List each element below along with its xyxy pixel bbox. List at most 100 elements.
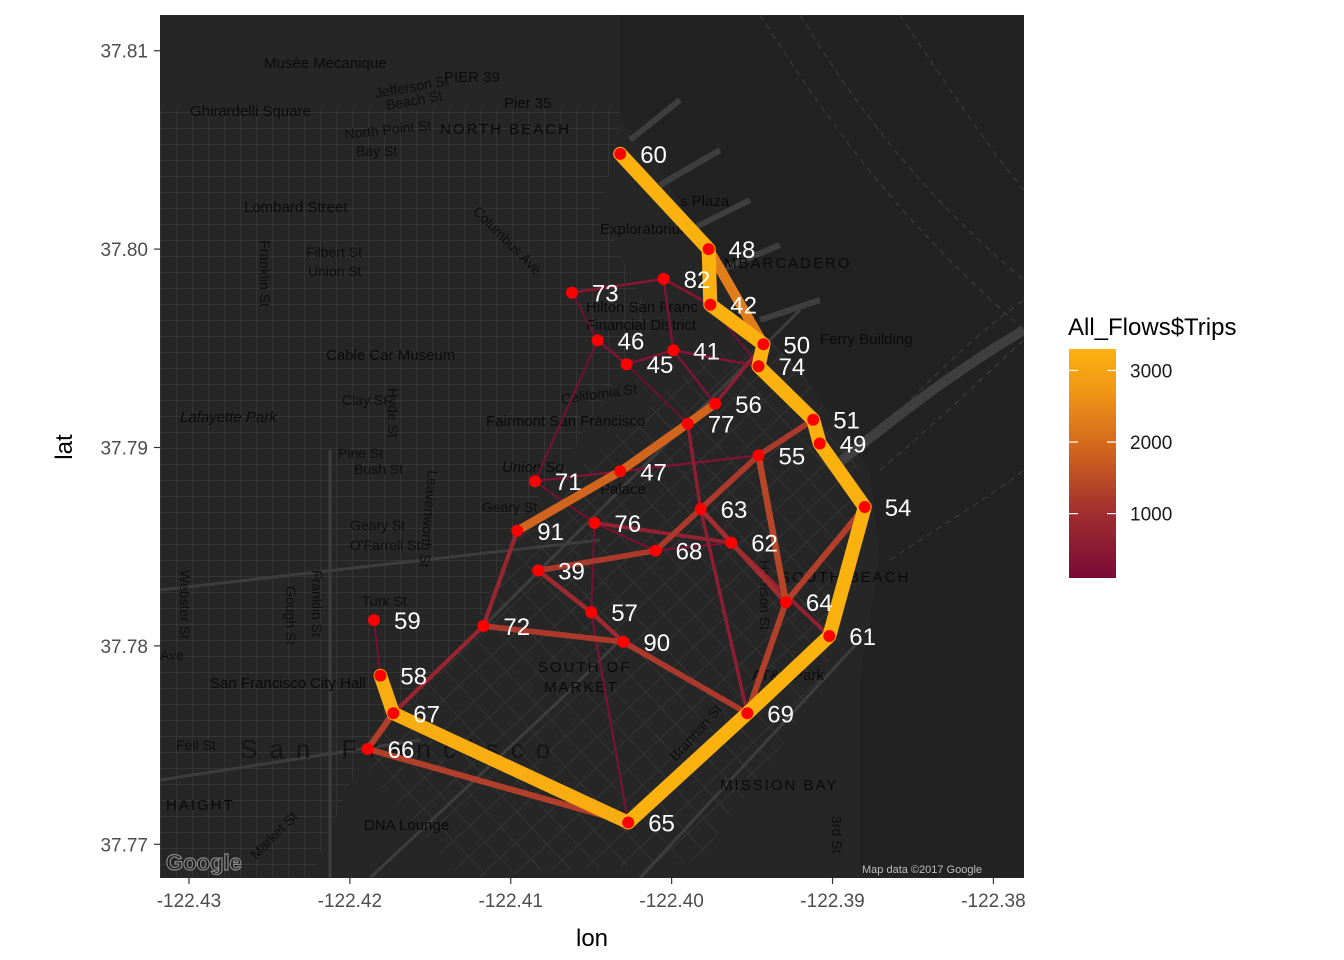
street-label: Lombard Street: [244, 199, 348, 216]
street-label: Pine St: [338, 445, 383, 461]
street-label: Geary St: [350, 517, 405, 533]
flow-line: [590, 611, 630, 824]
station-point: [591, 334, 604, 347]
map-attribution: Map data ©2017 Google: [862, 864, 982, 876]
station-point: [823, 630, 836, 642]
poi-label: s Plaza: [680, 193, 730, 210]
station-point: [622, 816, 635, 829]
station-label: 82: [684, 267, 711, 294]
station-label: 66: [388, 737, 415, 764]
station-point: [614, 465, 627, 478]
poi-label: Pier 35: [504, 95, 552, 112]
station-point: [752, 360, 765, 373]
station-label: 47: [640, 459, 667, 486]
bay-water: [620, 15, 1024, 878]
street-label: Franklin St: [257, 240, 273, 307]
station-point: [374, 669, 387, 682]
station-label: 64: [806, 590, 833, 617]
district-label: HAIGHT: [166, 797, 235, 814]
x-axis: -122.43 -122.42 -122.41 -122.40 -122.39 -122.…: [157, 878, 1026, 912]
station-point: [617, 635, 630, 648]
station-point: [361, 743, 374, 755]
station-point: [667, 344, 680, 357]
street-label: Geary St: [482, 499, 537, 515]
bay-bridge: [826, 325, 1024, 474]
station-point: [614, 147, 627, 160]
poi-label: Cable Car Museum: [326, 347, 455, 364]
station-label: 90: [643, 630, 670, 657]
legend-tick-label: 1000: [1130, 505, 1172, 526]
station-label: 48: [729, 237, 756, 264]
y-tick-label: 37.79: [100, 438, 148, 459]
station-label: 74: [779, 354, 806, 381]
street-label: Bay St: [356, 143, 397, 159]
station-label: 91: [537, 519, 564, 546]
x-axis-title: lon: [576, 925, 608, 952]
poi-label: San Francisco City Hall: [210, 675, 366, 692]
poi-label: Exploratorium: [600, 221, 693, 238]
legend: All_Flows$Trips 3000 2000 1000: [1068, 314, 1236, 578]
station-label: 76: [614, 511, 641, 538]
x-tick-label: -122.39: [800, 891, 864, 912]
x-tick-label: -122.41: [479, 891, 543, 912]
station-point: [752, 449, 765, 462]
y-tick-label: 37.80: [100, 240, 148, 261]
x-tick-label: -122.38: [961, 891, 1025, 912]
poi-label: Ghirardelli Square: [190, 103, 311, 120]
y-tick-label: 37.78: [100, 637, 148, 658]
station-label: 55: [779, 443, 806, 470]
station-label: 65: [648, 811, 675, 838]
station-point: [807, 413, 820, 426]
station-label: 54: [885, 495, 912, 522]
station-point: [813, 437, 826, 450]
land-grid-west: [160, 110, 650, 878]
station-point: [477, 620, 490, 632]
y-axis-title: lat: [51, 434, 78, 460]
district-label: SOUTH OF: [538, 659, 632, 676]
station-label: 49: [840, 432, 867, 459]
google-logo: Google: [166, 850, 242, 875]
station-point: [725, 536, 738, 549]
station-label: 67: [413, 701, 440, 728]
station-label: 45: [647, 352, 674, 379]
station-label: 56: [735, 392, 762, 419]
station-point: [681, 417, 694, 430]
station-label: 57: [611, 600, 638, 627]
street-label: Fell St: [176, 737, 216, 753]
station-point: [702, 243, 715, 256]
poi-label: Hilton San Franc: [586, 299, 698, 316]
station-point: [649, 544, 662, 557]
station-label: 72: [503, 614, 530, 641]
park-label: Lafayette Park: [180, 409, 278, 426]
station-point: [858, 501, 871, 513]
y-axis: 37.81 37.80 37.79 37.78 37.77: [100, 42, 160, 856]
poi-label: Ferry Building: [820, 331, 913, 348]
station-label: 51: [833, 408, 860, 435]
x-tick-label: -122.42: [318, 891, 382, 912]
station-label: 42: [730, 293, 757, 320]
y-tick-label: 37.81: [100, 42, 148, 63]
district-label: NORTH BEACH: [440, 121, 571, 138]
station-point: [532, 564, 545, 577]
poi-label: DNA Lounge: [364, 817, 449, 834]
street-label: Bush St: [354, 461, 403, 477]
station-label: 69: [767, 701, 794, 728]
station-point: [368, 614, 380, 627]
poi-label: Musée Mécanique: [264, 55, 387, 72]
station-label: 61: [849, 624, 876, 651]
station-point: [588, 516, 601, 529]
station-point: [709, 397, 722, 410]
street-label: Hyde St: [385, 388, 401, 438]
district-label: EMBARCADERO: [712, 255, 852, 272]
flow-line: [512, 399, 720, 536]
street-label: Union St: [308, 263, 362, 279]
station-label: 39: [558, 559, 585, 586]
station-label: 50: [783, 332, 810, 359]
station-label: 68: [676, 539, 703, 566]
station-point: [779, 596, 792, 609]
street-label: Turk St: [362, 593, 407, 609]
legend-tick-label: 2000: [1130, 433, 1172, 454]
station-point: [657, 272, 670, 285]
x-tick-label: -122.40: [639, 891, 703, 912]
